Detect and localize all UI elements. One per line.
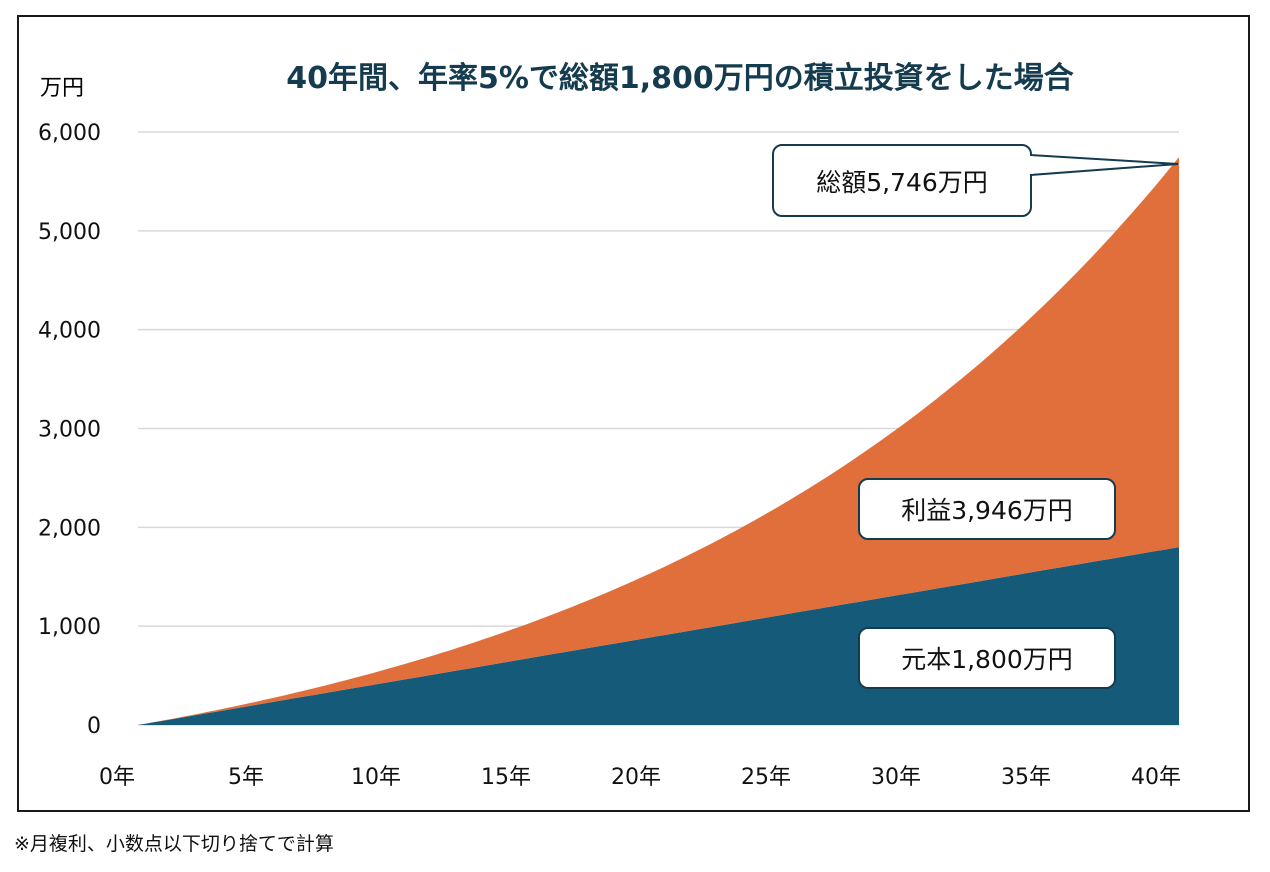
footnote: ※月複利、小数点以下切り捨てで計算	[14, 833, 334, 855]
profit-label: 利益3,946万円	[901, 496, 1073, 525]
x-tick-label: 15年	[481, 765, 531, 790]
x-tick-label: 5年	[228, 765, 264, 790]
principal-callout: 元本1,800万円	[858, 627, 1116, 689]
total-label: 総額5,746万円	[816, 168, 988, 197]
x-tick-labels: 0年 5年 10年 15年 20年 25年 30年 35年 40年	[99, 765, 1181, 790]
y-tick-label: 1,000	[38, 615, 101, 640]
x-tick-label: 0年	[99, 765, 135, 790]
chart-frame	[17, 15, 1250, 812]
x-tick-label: 20年	[611, 765, 661, 790]
y-unit-label: 万円	[40, 76, 84, 101]
y-tick-label: 3,000	[38, 418, 101, 443]
y-tick-label: 4,000	[38, 319, 101, 344]
y-tick-labels: 0 1,000 2,000 3,000 4,000 5,000 6,000	[38, 121, 101, 739]
x-tick-label: 40年	[1131, 765, 1181, 790]
total-callout: 総額5,746万円	[772, 144, 1179, 217]
y-tick-label: 5,000	[38, 220, 101, 245]
x-tick-label: 35年	[1001, 765, 1051, 790]
y-tick-label: 0	[87, 714, 101, 739]
x-tick-label: 25年	[741, 765, 791, 790]
principal-label: 元本1,800万円	[901, 645, 1073, 674]
x-tick-label: 10年	[351, 765, 401, 790]
x-tick-label: 30年	[871, 765, 921, 790]
y-tick-label: 2,000	[38, 516, 101, 541]
area-profit	[138, 157, 1179, 726]
chart-title: 40年間、年率5%で総額1,800万円の積立投資をした場合	[286, 61, 1074, 96]
y-tick-label: 6,000	[38, 121, 101, 146]
profit-callout: 利益3,946万円	[858, 478, 1116, 540]
